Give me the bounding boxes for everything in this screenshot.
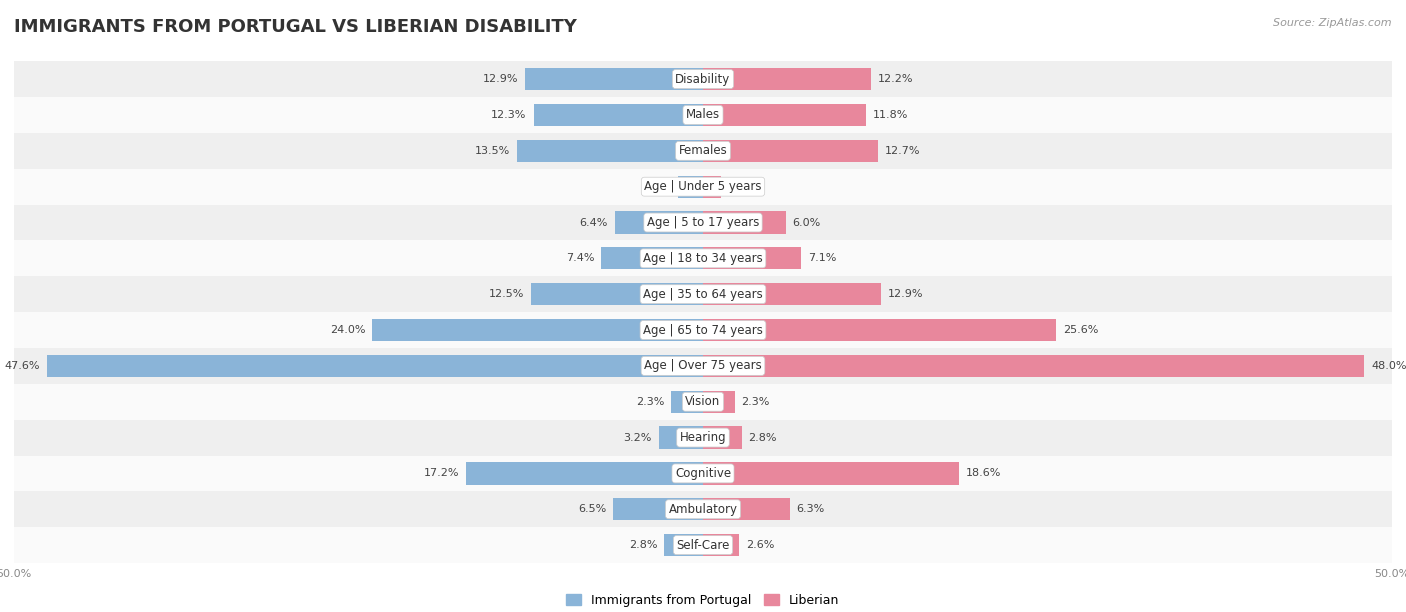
Bar: [600, 247, 703, 269]
Text: Disability: Disability: [675, 73, 731, 86]
Text: 7.1%: 7.1%: [807, 253, 837, 263]
Text: 12.9%: 12.9%: [482, 74, 519, 84]
Text: 47.6%: 47.6%: [4, 361, 41, 371]
Text: 11.8%: 11.8%: [873, 110, 908, 120]
Bar: [533, 104, 703, 126]
Text: 6.3%: 6.3%: [797, 504, 825, 514]
Bar: [14, 455, 1392, 491]
Bar: [703, 176, 721, 198]
Text: 12.7%: 12.7%: [884, 146, 921, 156]
Bar: [14, 312, 1392, 348]
Bar: [703, 498, 790, 520]
Bar: [14, 527, 1392, 563]
Text: Hearing: Hearing: [679, 431, 727, 444]
Bar: [14, 61, 1392, 97]
Bar: [703, 534, 738, 556]
Text: 1.8%: 1.8%: [643, 182, 671, 192]
Bar: [703, 319, 1056, 341]
Bar: [703, 104, 866, 126]
Text: Age | 65 to 74 years: Age | 65 to 74 years: [643, 324, 763, 337]
Text: IMMIGRANTS FROM PORTUGAL VS LIBERIAN DISABILITY: IMMIGRANTS FROM PORTUGAL VS LIBERIAN DIS…: [14, 18, 576, 36]
Text: Self-Care: Self-Care: [676, 539, 730, 551]
Text: Males: Males: [686, 108, 720, 121]
Text: Vision: Vision: [685, 395, 721, 408]
Bar: [671, 390, 703, 413]
Bar: [14, 420, 1392, 455]
Text: Source: ZipAtlas.com: Source: ZipAtlas.com: [1274, 18, 1392, 28]
Bar: [14, 133, 1392, 169]
Text: 1.3%: 1.3%: [728, 182, 756, 192]
Text: Age | 18 to 34 years: Age | 18 to 34 years: [643, 252, 763, 265]
Text: 2.8%: 2.8%: [748, 433, 778, 442]
Text: 18.6%: 18.6%: [966, 468, 1001, 479]
Bar: [14, 204, 1392, 241]
Text: 12.5%: 12.5%: [488, 289, 524, 299]
Text: Ambulatory: Ambulatory: [668, 503, 738, 516]
Bar: [703, 427, 741, 449]
Bar: [14, 384, 1392, 420]
Text: 2.3%: 2.3%: [741, 397, 770, 407]
Bar: [14, 491, 1392, 527]
Text: 12.3%: 12.3%: [491, 110, 527, 120]
Bar: [14, 97, 1392, 133]
Bar: [703, 140, 877, 162]
Text: 2.8%: 2.8%: [628, 540, 658, 550]
Bar: [665, 534, 703, 556]
Bar: [465, 462, 703, 485]
Bar: [703, 355, 1364, 377]
Bar: [614, 211, 703, 234]
Bar: [703, 283, 880, 305]
Bar: [703, 68, 872, 90]
Text: Age | 35 to 64 years: Age | 35 to 64 years: [643, 288, 763, 300]
Text: Age | Over 75 years: Age | Over 75 years: [644, 359, 762, 372]
Text: 2.3%: 2.3%: [636, 397, 665, 407]
Bar: [531, 283, 703, 305]
Text: 6.4%: 6.4%: [579, 217, 607, 228]
Bar: [14, 348, 1392, 384]
Bar: [659, 427, 703, 449]
Bar: [613, 498, 703, 520]
Text: Age | Under 5 years: Age | Under 5 years: [644, 180, 762, 193]
Bar: [14, 169, 1392, 204]
Bar: [526, 68, 703, 90]
Text: 3.2%: 3.2%: [624, 433, 652, 442]
Text: Age | 5 to 17 years: Age | 5 to 17 years: [647, 216, 759, 229]
Text: 6.0%: 6.0%: [793, 217, 821, 228]
Text: 17.2%: 17.2%: [423, 468, 460, 479]
Bar: [48, 355, 703, 377]
Bar: [14, 241, 1392, 276]
Bar: [703, 247, 801, 269]
Text: 2.6%: 2.6%: [745, 540, 775, 550]
Text: 25.6%: 25.6%: [1063, 325, 1098, 335]
Text: 48.0%: 48.0%: [1371, 361, 1406, 371]
Text: 12.9%: 12.9%: [887, 289, 924, 299]
Bar: [703, 211, 786, 234]
Text: 24.0%: 24.0%: [330, 325, 366, 335]
Bar: [373, 319, 703, 341]
Bar: [703, 390, 735, 413]
Text: 12.2%: 12.2%: [877, 74, 914, 84]
Text: 6.5%: 6.5%: [578, 504, 606, 514]
Bar: [14, 276, 1392, 312]
Bar: [517, 140, 703, 162]
Text: Females: Females: [679, 144, 727, 157]
Bar: [703, 462, 959, 485]
Legend: Immigrants from Portugal, Liberian: Immigrants from Portugal, Liberian: [567, 594, 839, 607]
Text: Cognitive: Cognitive: [675, 467, 731, 480]
Text: 13.5%: 13.5%: [475, 146, 510, 156]
Bar: [678, 176, 703, 198]
Text: 7.4%: 7.4%: [565, 253, 595, 263]
